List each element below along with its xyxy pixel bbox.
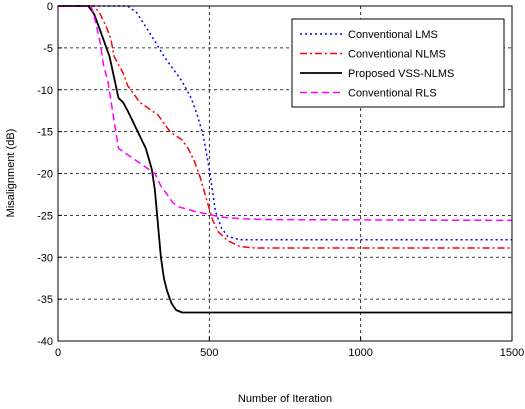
legend-label-4: Conventional RLS [348,88,437,100]
y-tick-label: 0 [47,1,53,13]
legend-label-2: Conventional NLMS [348,49,446,61]
series-lines [58,5,513,314]
x-axis-ticks: 0 500 1000 1500 [55,337,524,359]
y-tick-label: -20 [37,169,53,181]
y-tick-label: -40 [37,336,53,348]
y-tick-label: -35 [37,294,53,306]
series-line-4 [58,5,513,222]
y-tick-label: -30 [37,252,53,264]
legend-label-1: Conventional LMS [348,29,438,41]
x-tick-label: 1000 [348,347,372,359]
x-axis-title: Number of Iteration [238,393,332,405]
series-line-3 [58,5,512,314]
legend: Conventional LMS Conventional NLMS Propose… [291,18,505,108]
y-tick-label: -5 [43,43,53,55]
x-tick-label: 1500 [500,347,524,359]
y-tick-label: -25 [37,210,53,222]
series-line-2 [58,5,512,249]
y-axis-title: Misalignment (dB) [5,129,17,218]
legend-label-3: Proposed VSS-NLMS [348,68,454,80]
series-line-1 [58,5,512,241]
x-tick-label: 500 [200,347,218,359]
y-tick-label: -10 [37,85,53,97]
y-axis-ticks: -40 -35 -30 -25 -20 -15 -10 -5 0 [37,1,62,348]
y-tick-label: -15 [37,127,53,139]
x-tick-label: 0 [55,347,61,359]
